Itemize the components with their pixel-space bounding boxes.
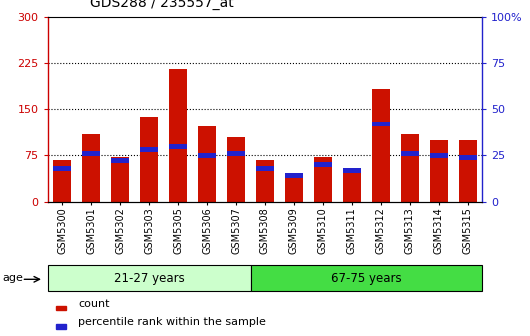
Text: count: count: [78, 299, 110, 308]
Bar: [459, 155, 476, 160]
Bar: [343, 168, 360, 173]
Bar: [314, 162, 332, 167]
Bar: [430, 140, 447, 202]
Bar: [198, 126, 216, 202]
Bar: [285, 173, 303, 178]
Bar: [251, 265, 482, 291]
Text: age: age: [3, 273, 23, 283]
Bar: [198, 153, 216, 158]
Bar: [285, 175, 303, 202]
Bar: [372, 122, 390, 126]
Bar: [227, 151, 245, 156]
Text: 67-75 years: 67-75 years: [331, 271, 402, 285]
Bar: [54, 160, 71, 202]
Bar: [314, 157, 332, 202]
Bar: [372, 89, 390, 202]
Text: 21-27 years: 21-27 years: [114, 271, 184, 285]
Text: percentile rank within the sample: percentile rank within the sample: [78, 317, 266, 327]
Bar: [83, 134, 100, 202]
Bar: [140, 117, 158, 202]
Bar: [257, 166, 273, 171]
Bar: [48, 265, 251, 291]
Bar: [54, 166, 71, 171]
Bar: [111, 159, 129, 163]
Bar: [401, 134, 419, 202]
Bar: [401, 151, 419, 156]
Bar: [111, 157, 129, 202]
Bar: [83, 151, 100, 156]
Bar: [459, 140, 476, 202]
Bar: [140, 148, 158, 152]
Bar: [343, 168, 360, 202]
Bar: [56, 324, 66, 329]
Bar: [56, 306, 66, 310]
Bar: [430, 153, 447, 158]
Text: GDS288 / 235557_at: GDS288 / 235557_at: [90, 0, 234, 10]
Bar: [257, 160, 273, 202]
Bar: [227, 137, 245, 202]
Bar: [170, 144, 187, 149]
Bar: [170, 69, 187, 202]
